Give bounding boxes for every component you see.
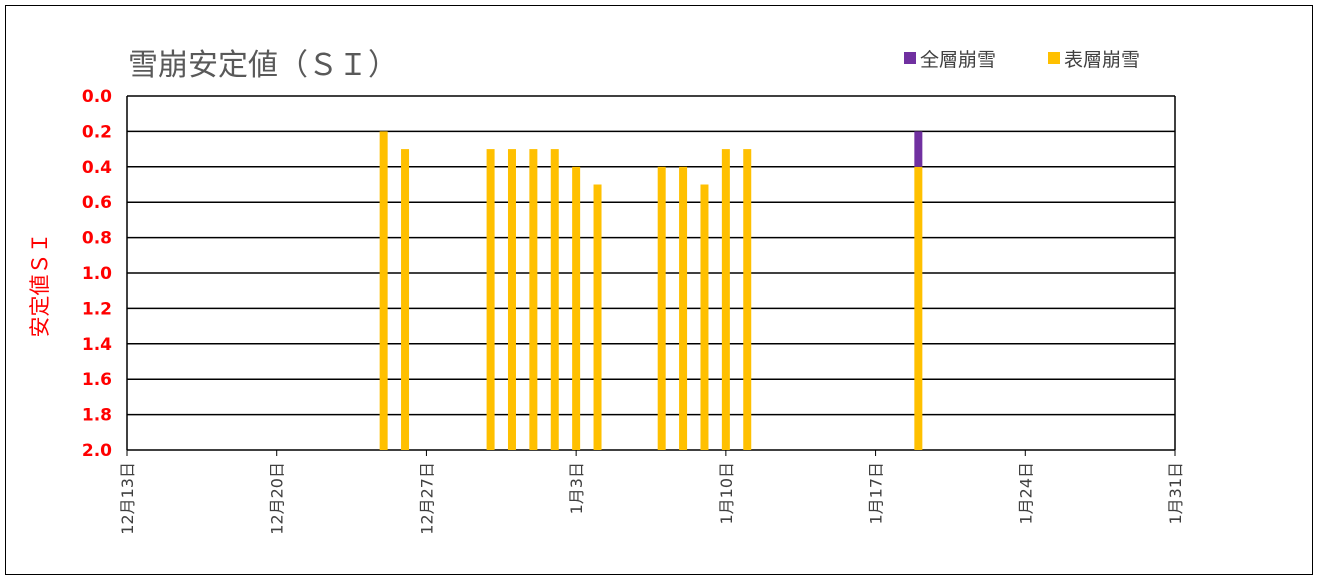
bar-hyousou bbox=[401, 149, 410, 450]
bar-hyousou bbox=[679, 166, 688, 451]
legend-swatch bbox=[904, 52, 916, 64]
bar-hyousou bbox=[379, 131, 388, 450]
bar-hyousou bbox=[486, 149, 495, 450]
grid bbox=[126, 95, 1176, 451]
y-tick-label: 1.4 bbox=[82, 335, 112, 355]
bar-hyousou bbox=[572, 166, 581, 451]
legend-label: 全層崩雪 bbox=[920, 49, 996, 71]
y-tick-label: 0.8 bbox=[82, 229, 112, 249]
bar-hyousou bbox=[700, 184, 709, 450]
bar-hyousou bbox=[721, 149, 730, 450]
x-tick-label: 12月20日 bbox=[268, 462, 287, 535]
chart-title: 雪崩安定値（ＳＩ） bbox=[128, 48, 398, 83]
x-tick-label: 1月10日 bbox=[717, 462, 736, 525]
y-tick-label: 0.6 bbox=[82, 193, 112, 213]
x-tick-label: 12月27日 bbox=[417, 462, 436, 535]
y-tick-label: 1.0 bbox=[82, 264, 112, 284]
bar-hyousou bbox=[914, 166, 923, 451]
x-tick-label: 1月3日 bbox=[567, 462, 586, 514]
y-tick-label: 1.2 bbox=[82, 299, 112, 319]
x-tick-label: 1月24日 bbox=[1016, 462, 1035, 525]
bar-hyousou bbox=[743, 149, 752, 450]
bar-hyousou bbox=[529, 149, 538, 450]
legend-swatch bbox=[1048, 52, 1060, 64]
legend-label: 表層崩雪 bbox=[1064, 49, 1140, 71]
bar-hyousou bbox=[550, 149, 559, 450]
x-tick-label: 1月17日 bbox=[867, 462, 886, 525]
y-tick-label: 0.0 bbox=[82, 87, 112, 107]
x-tick-label: 12月13日 bbox=[118, 462, 137, 535]
y-tick-label: 1.6 bbox=[82, 370, 112, 390]
bars bbox=[379, 131, 923, 451]
y-tick-label: 0.4 bbox=[82, 158, 112, 178]
y-tick-label: 1.8 bbox=[82, 406, 112, 426]
x-tick-label: 1月31日 bbox=[1166, 462, 1185, 525]
bar-hyousou bbox=[593, 184, 602, 450]
legend: 全層崩雪 表層崩雪 bbox=[904, 49, 1140, 71]
x-axis-ticks: 12月13日 12月20日 12月27日 1月3日 1月10日 1月17日 1月24日 1月3… bbox=[118, 450, 1185, 535]
y-tick-label: 2.0 bbox=[82, 441, 112, 461]
y-axis-label: 安定値ＳＩ bbox=[28, 233, 52, 338]
y-tick-label: 0.2 bbox=[82, 122, 112, 142]
bar-hyousou bbox=[657, 166, 666, 451]
bar-zensou bbox=[914, 131, 923, 167]
y-axis-ticks: 0.0 0.2 0.4 0.6 0.8 1.0 1.2 1.4 1.6 1.8 2.0 bbox=[82, 87, 112, 461]
bar-hyousou bbox=[507, 149, 516, 450]
